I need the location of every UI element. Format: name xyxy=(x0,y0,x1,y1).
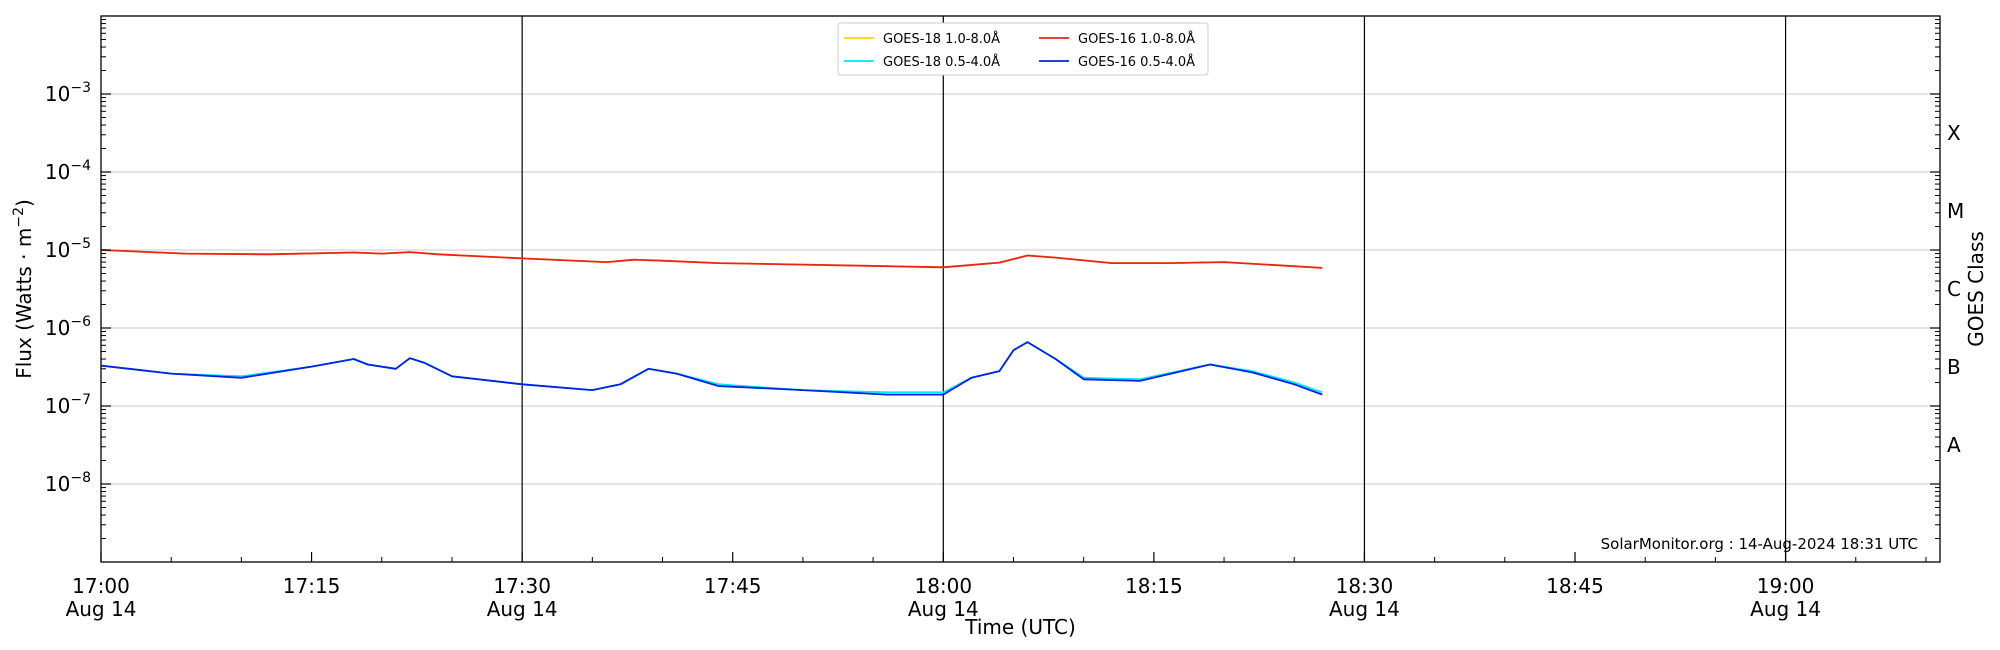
x-tick-time-6: 18:30 xyxy=(1336,574,1394,598)
x-axis-title: Time (UTC) xyxy=(964,615,1076,639)
series-line-1 xyxy=(100,249,1323,269)
x-tick-time-1: 17:15 xyxy=(283,574,341,598)
y-axis-title-exponent: −2 xyxy=(11,207,27,228)
x-tick-time-8: 19:00 xyxy=(1757,574,1815,598)
series-line-3 xyxy=(100,341,1323,396)
x-tick-time-3: 17:45 xyxy=(704,574,762,598)
y-tick-label-exponent: −7 xyxy=(70,392,91,408)
y-tick-label-base: 10 xyxy=(45,472,70,496)
legend-label-0: GOES-18 1.0-8.0Å xyxy=(883,31,1000,47)
y-tick-label-exponent: −4 xyxy=(70,158,91,174)
y-tick-label-4: 10−4 xyxy=(45,158,91,184)
y-tick-label-exponent: −3 xyxy=(70,80,91,96)
goes-class-labels: A B C M X xyxy=(1947,121,1964,457)
y-tick-label-3: 10−5 xyxy=(45,236,91,262)
y-tick-label-base: 10 xyxy=(45,160,70,184)
goes-class-a: A xyxy=(1947,433,1961,457)
y-tick-label-2: 10−6 xyxy=(45,314,91,340)
goes-class-x: X xyxy=(1947,121,1961,145)
goes-class-c: C xyxy=(1947,277,1961,301)
y-tick-label-base: 10 xyxy=(45,394,70,418)
x-tick-time-5: 18:15 xyxy=(1125,574,1183,598)
y-tick-label-1: 10−7 xyxy=(45,392,91,418)
grid-layer xyxy=(101,93,1940,485)
legend: GOES-18 1.0-8.0Å GOES-18 0.5-4.0Å GOES-16 … xyxy=(837,22,1209,76)
right-axis-title: GOES Class xyxy=(1964,231,1988,347)
y-tick-label-exponent: −6 xyxy=(70,314,91,330)
x-tick-time-4: 18:00 xyxy=(914,574,972,598)
x-tick-date-2: Aug 14 xyxy=(487,597,558,621)
y-axis-title-end: ) xyxy=(12,199,36,207)
legend-label-3: GOES-16 0.5-4.0Å xyxy=(1078,54,1195,70)
x-tick-date-4: Aug 14 xyxy=(908,597,979,621)
y-axis-title-main: Flux (Watts · m xyxy=(12,228,36,379)
x-tick-time-2: 17:30 xyxy=(493,574,551,598)
x-tick-time-0: 17:00 xyxy=(72,574,130,598)
series-line-0 xyxy=(100,249,1323,269)
series-layer xyxy=(100,249,1323,396)
goes-class-m: M xyxy=(1947,199,1964,223)
y-tick-label-5: 10−3 xyxy=(45,80,91,106)
legend-label-2: GOES-16 1.0-8.0Å xyxy=(1078,31,1195,47)
x-tick-date-0: Aug 14 xyxy=(66,597,137,621)
legend-box xyxy=(837,22,1209,76)
x-tick-date-8: Aug 14 xyxy=(1750,597,1821,621)
y-axis-title: Flux (Watts · m−2) xyxy=(11,199,36,379)
y-tick-label-exponent: −5 xyxy=(70,236,91,252)
y-tick-label-base: 10 xyxy=(45,316,70,340)
vertical-marker-lines xyxy=(521,16,1787,562)
x-tick-date-6: Aug 14 xyxy=(1329,597,1400,621)
y-tick-label-base: 10 xyxy=(45,82,70,106)
y-tick-label-base: 10 xyxy=(45,238,70,262)
y-tick-label-exponent: −8 xyxy=(70,470,91,486)
legend-items: GOES-18 1.0-8.0Å GOES-18 0.5-4.0Å GOES-16 … xyxy=(844,31,1195,70)
plot-frame xyxy=(100,15,1941,563)
credit-text: SolarMonitor.org : 14-Aug-2024 18:31 UTC xyxy=(1601,535,1918,553)
legend-label-1: GOES-18 0.5-4.0Å xyxy=(883,54,1000,70)
x-tick-time-7: 18:45 xyxy=(1546,574,1604,598)
y-tick-label-0: 10−8 xyxy=(45,470,91,496)
goes-class-b: B xyxy=(1947,355,1961,379)
